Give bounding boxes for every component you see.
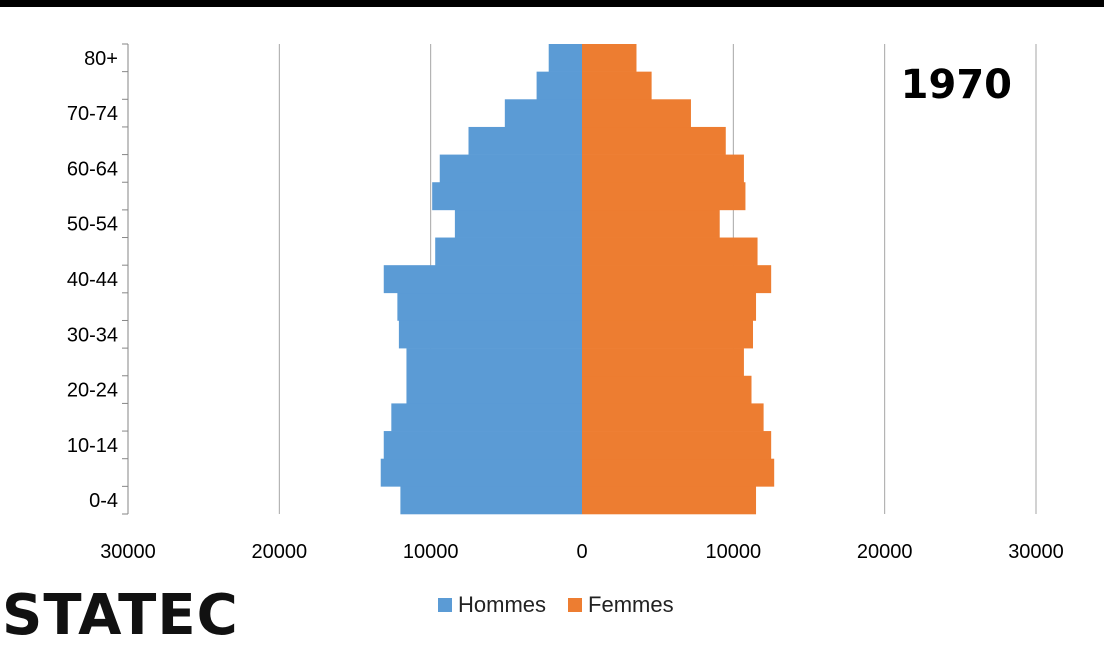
bar-femmes [582, 431, 772, 460]
bars [380, 44, 775, 515]
bar-hommes [536, 71, 582, 100]
bar-femmes [582, 375, 752, 404]
bar-hommes [400, 486, 582, 515]
bar-hommes [397, 292, 582, 321]
y-tick-label: 80+ [84, 48, 118, 70]
bar-hommes [504, 99, 582, 128]
y-tick-label: 50-54 [67, 214, 118, 236]
x-axis: 30000 20000 10000 0 10000 20000 30000 [100, 541, 1064, 563]
y-tick-label: 20-24 [67, 380, 118, 402]
bar-femmes [582, 182, 746, 211]
bar-femmes [582, 320, 754, 349]
legend-item-hommes: Hommes [438, 592, 546, 618]
legend-label-hommes: Hommes [458, 592, 547, 617]
bar-femmes [582, 126, 726, 155]
bar-hommes [398, 320, 582, 349]
bar-femmes [582, 348, 744, 377]
y-tick-label: 60-64 [67, 158, 118, 180]
x-tick-label: 10000 [706, 541, 762, 563]
y-tick-label: 10-14 [67, 435, 118, 457]
bar-femmes [582, 486, 757, 515]
x-tick-label: 20000 [252, 541, 308, 563]
bar-femmes [582, 403, 764, 432]
chart-year-title: 1970 [901, 62, 1012, 108]
bar-hommes [383, 265, 582, 294]
x-tick-label: 20000 [857, 541, 913, 563]
bar-hommes [380, 458, 582, 487]
bar-femmes [582, 265, 772, 294]
bar-hommes [454, 209, 582, 238]
y-tick-label: 0-4 [89, 490, 118, 512]
population-pyramid-chart: 0-4 10-14 20-24 30-34 40-44 50-54 60-64 70-74 80… [67, 43, 1064, 563]
legend-item-femmes: Femmes [568, 592, 674, 618]
bar-hommes [406, 375, 582, 404]
y-tick-label: 40-44 [67, 269, 118, 291]
x-tick-label: 10000 [403, 541, 459, 563]
bar-femmes [582, 99, 691, 128]
legend: Hommes Femmes [438, 592, 696, 618]
bar-hommes [391, 403, 582, 432]
bar-hommes [548, 44, 582, 72]
legend-swatch-femmes [568, 598, 583, 612]
statec-logo: STATEC [2, 583, 239, 648]
y-axis: 0-4 10-14 20-24 30-34 40-44 50-54 60-64 70-74 80… [67, 43, 129, 515]
bar-hommes [468, 126, 582, 155]
x-tick-label: 0 [576, 541, 587, 563]
y-tick-label: 30-34 [67, 324, 118, 346]
bar-femmes [582, 44, 637, 72]
bar-hommes [432, 182, 582, 211]
legend-label-femmes: Femmes [588, 592, 674, 617]
x-tick-label: 30000 [100, 541, 156, 563]
bar-hommes [406, 348, 582, 377]
bar-hommes [435, 237, 582, 266]
bar-femmes [582, 458, 775, 487]
y-tick-label: 70-74 [67, 103, 118, 125]
bar-femmes [582, 237, 758, 266]
bar-femmes [582, 292, 757, 321]
top-rule [0, 0, 1104, 7]
bar-hommes [383, 431, 582, 460]
legend-swatch-hommes [438, 598, 452, 612]
bar-hommes [439, 154, 582, 183]
bar-femmes [582, 154, 744, 183]
bar-femmes [582, 71, 652, 100]
bar-femmes [582, 209, 720, 238]
x-tick-label: 30000 [1008, 541, 1064, 563]
